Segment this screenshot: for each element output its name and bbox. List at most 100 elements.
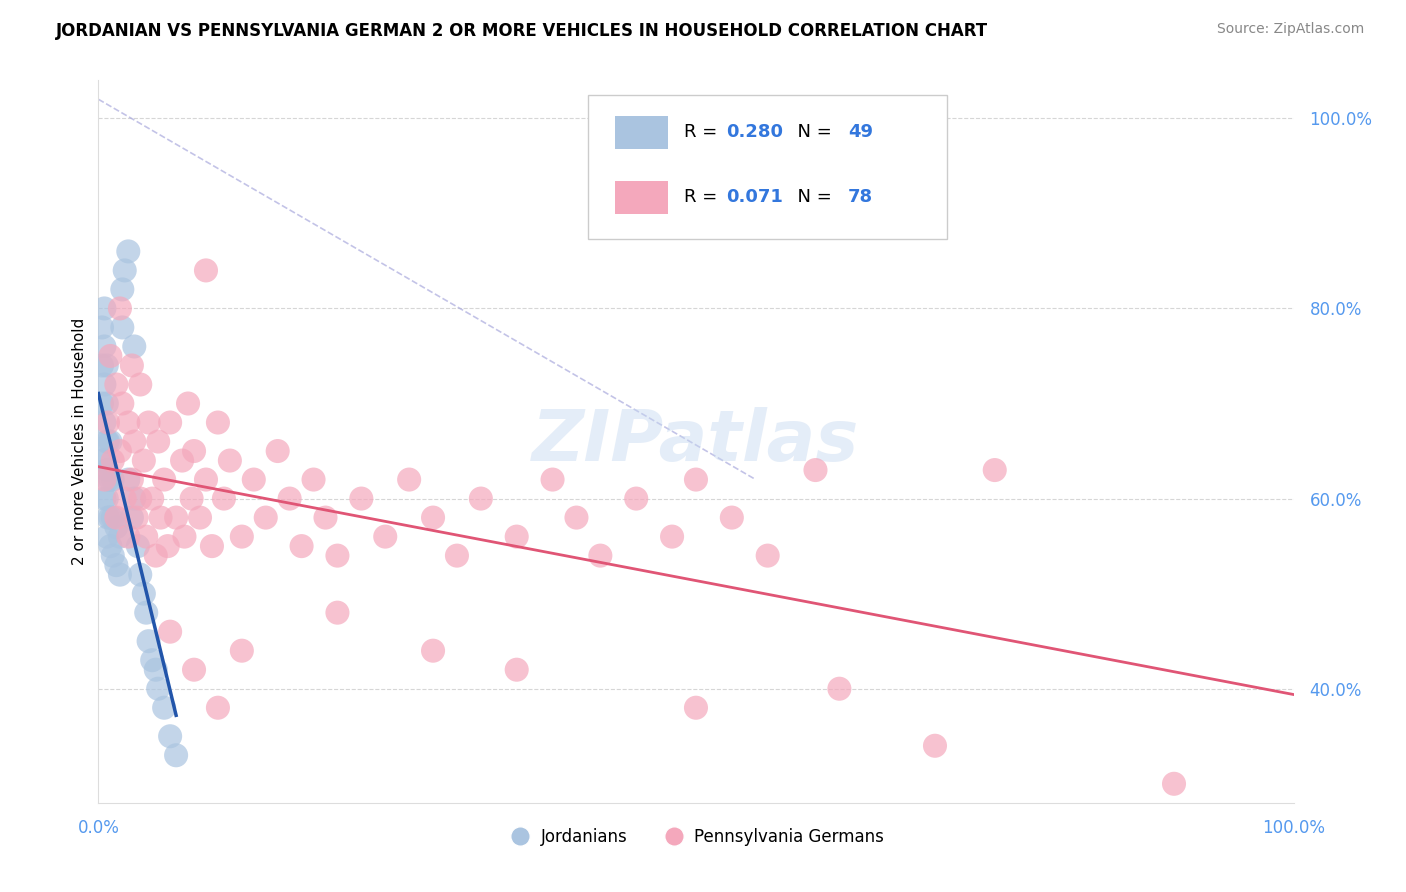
FancyBboxPatch shape bbox=[589, 95, 948, 239]
Point bbox=[93, 473, 115, 487]
Point bbox=[129, 377, 152, 392]
Point bbox=[398, 473, 420, 487]
Point bbox=[231, 530, 253, 544]
Point bbox=[105, 520, 128, 534]
Point bbox=[195, 473, 218, 487]
Point bbox=[117, 473, 139, 487]
Point bbox=[111, 320, 134, 334]
Point bbox=[141, 491, 163, 506]
Text: 78: 78 bbox=[848, 188, 873, 206]
Point bbox=[756, 549, 779, 563]
Point bbox=[98, 473, 122, 487]
Point bbox=[91, 320, 114, 334]
Point bbox=[589, 549, 612, 563]
Point bbox=[159, 624, 181, 639]
Text: 49: 49 bbox=[848, 123, 873, 141]
Point bbox=[207, 700, 229, 714]
Point bbox=[129, 491, 152, 506]
Point bbox=[243, 473, 266, 487]
Point bbox=[661, 530, 683, 544]
Point bbox=[291, 539, 314, 553]
Text: 0.071: 0.071 bbox=[725, 188, 783, 206]
Point bbox=[111, 396, 134, 410]
Point bbox=[124, 434, 146, 449]
Text: 0.280: 0.280 bbox=[725, 123, 783, 141]
Point bbox=[565, 510, 588, 524]
Point bbox=[148, 434, 170, 449]
Point bbox=[96, 396, 118, 410]
Point bbox=[117, 244, 139, 259]
Point bbox=[93, 491, 115, 506]
Point bbox=[422, 510, 444, 524]
Point bbox=[173, 530, 195, 544]
Point bbox=[302, 473, 325, 487]
Text: R =: R = bbox=[685, 123, 723, 141]
Point bbox=[125, 510, 148, 524]
Point bbox=[721, 510, 744, 524]
Point bbox=[828, 681, 851, 696]
Point bbox=[145, 549, 167, 563]
Point bbox=[111, 282, 134, 296]
Point bbox=[101, 510, 124, 524]
Point bbox=[422, 643, 444, 657]
Text: N =: N = bbox=[786, 123, 837, 141]
Point bbox=[127, 539, 149, 553]
Point bbox=[924, 739, 946, 753]
Point bbox=[132, 587, 155, 601]
Point bbox=[114, 491, 136, 506]
Point bbox=[93, 301, 115, 316]
Point bbox=[685, 473, 707, 487]
Point bbox=[141, 653, 163, 667]
Text: JORDANIAN VS PENNSYLVANIA GERMAN 2 OR MORE VEHICLES IN HOUSEHOLD CORRELATION CHA: JORDANIAN VS PENNSYLVANIA GERMAN 2 OR MO… bbox=[56, 22, 988, 40]
Point bbox=[96, 359, 118, 373]
Point bbox=[188, 510, 211, 524]
Point bbox=[149, 510, 172, 524]
Point bbox=[183, 663, 205, 677]
Point bbox=[93, 377, 115, 392]
Point bbox=[207, 416, 229, 430]
Point bbox=[685, 700, 707, 714]
Point bbox=[117, 530, 139, 544]
Point bbox=[91, 453, 114, 467]
Point bbox=[114, 263, 136, 277]
Point bbox=[1163, 777, 1185, 791]
Point bbox=[138, 634, 160, 648]
Point bbox=[804, 463, 827, 477]
Point bbox=[91, 396, 114, 410]
Point bbox=[153, 700, 176, 714]
Point bbox=[108, 301, 131, 316]
Point bbox=[326, 549, 349, 563]
Point bbox=[91, 359, 114, 373]
Point bbox=[172, 453, 194, 467]
Point bbox=[97, 473, 120, 487]
Point bbox=[212, 491, 235, 506]
Point bbox=[129, 567, 152, 582]
Point bbox=[326, 606, 349, 620]
Text: R =: R = bbox=[685, 188, 723, 206]
Text: N =: N = bbox=[786, 188, 837, 206]
Point bbox=[121, 473, 143, 487]
Point bbox=[98, 510, 122, 524]
Point bbox=[350, 491, 373, 506]
Point bbox=[96, 434, 118, 449]
Point bbox=[98, 349, 122, 363]
Point bbox=[97, 416, 120, 430]
Point bbox=[96, 530, 118, 544]
Point bbox=[201, 539, 224, 553]
Text: Source: ZipAtlas.com: Source: ZipAtlas.com bbox=[1216, 22, 1364, 37]
Point bbox=[105, 510, 128, 524]
Point bbox=[117, 416, 139, 430]
Point bbox=[101, 453, 124, 467]
Point bbox=[132, 453, 155, 467]
Point bbox=[108, 444, 131, 458]
Point bbox=[159, 729, 181, 743]
Point bbox=[165, 748, 187, 763]
Point bbox=[96, 463, 118, 477]
Point bbox=[506, 663, 529, 677]
Point bbox=[145, 663, 167, 677]
Point bbox=[156, 539, 179, 553]
Point bbox=[108, 567, 131, 582]
Point bbox=[231, 643, 253, 657]
Point bbox=[98, 539, 122, 553]
Point bbox=[124, 339, 146, 353]
